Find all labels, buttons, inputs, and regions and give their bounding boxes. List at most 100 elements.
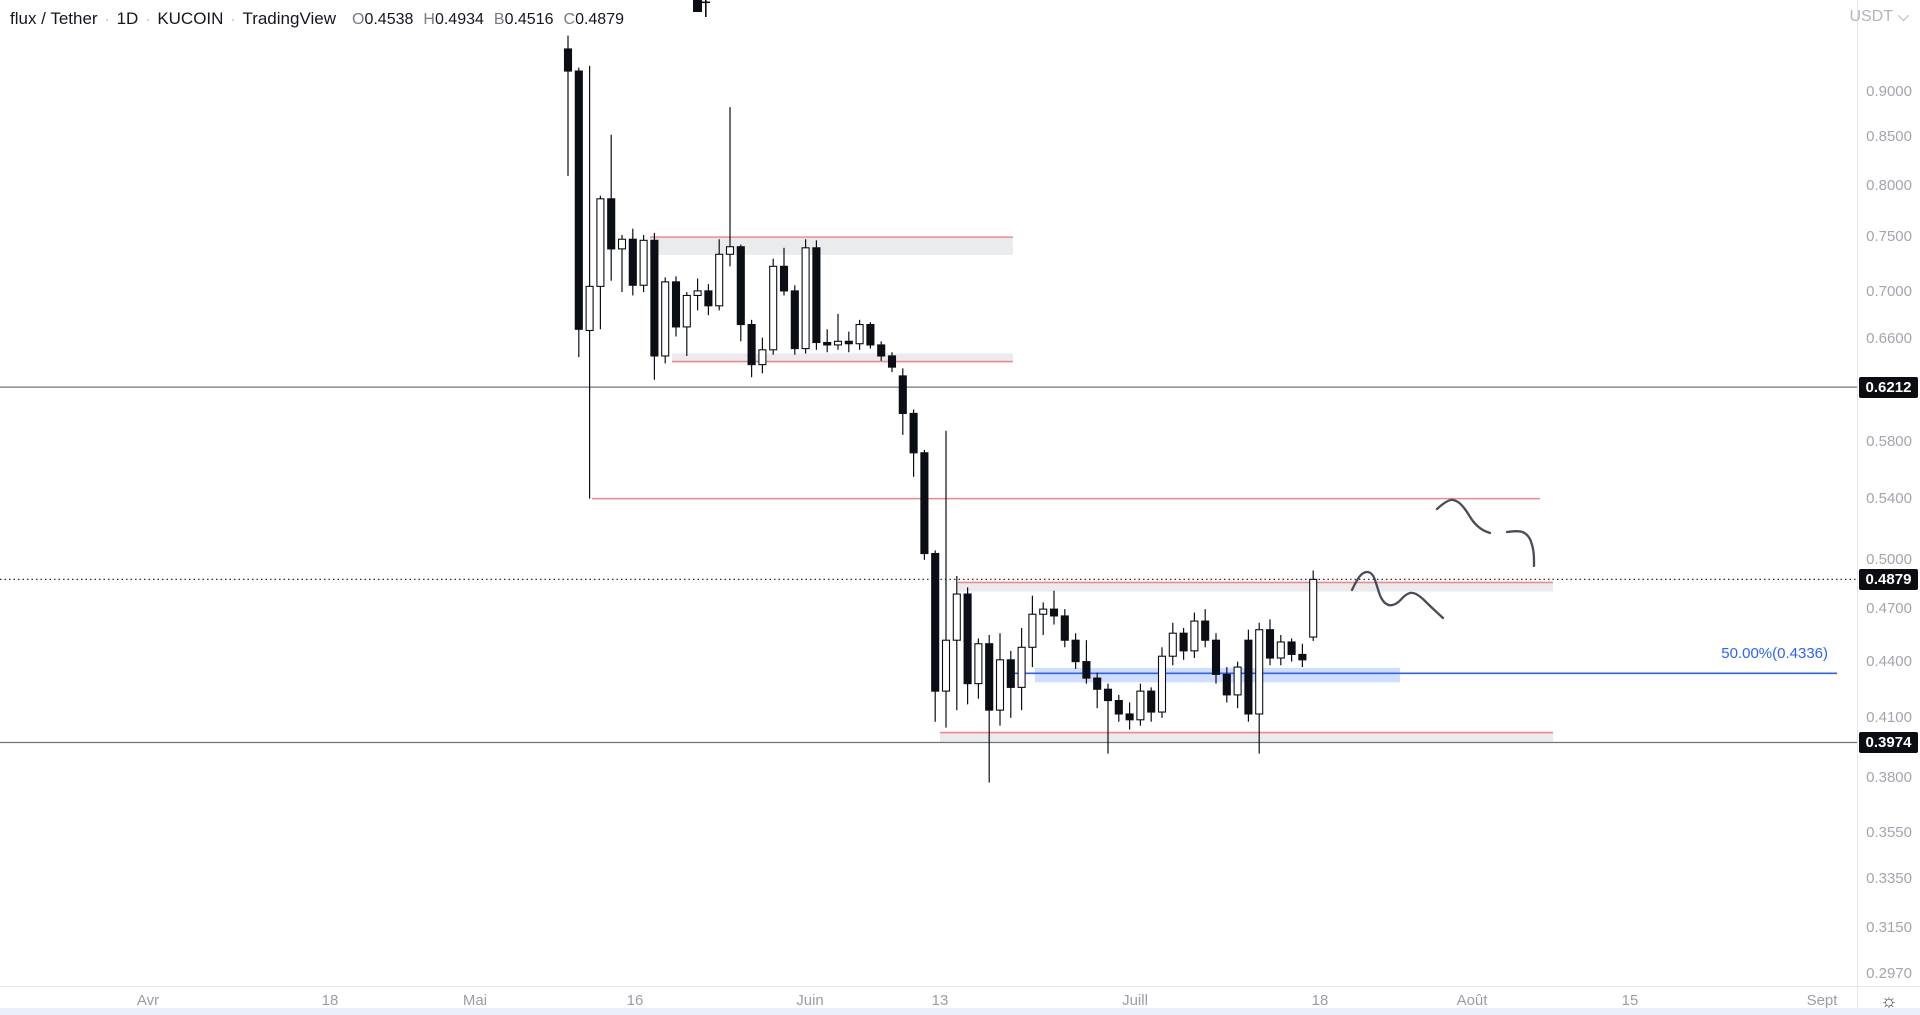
candle bbox=[628, 228, 637, 296]
ohlc-low: B0.4516 bbox=[493, 11, 554, 28]
candle-body-down bbox=[1060, 615, 1069, 641]
candle bbox=[963, 587, 972, 705]
candle bbox=[1168, 622, 1177, 666]
candle bbox=[1082, 640, 1091, 684]
candle-body-down bbox=[747, 323, 756, 366]
price-axis-label: 0.3800 bbox=[1866, 769, 1912, 787]
candle-body-up bbox=[1233, 666, 1242, 696]
candle bbox=[1049, 590, 1059, 625]
time-axis-label: 13 bbox=[931, 992, 949, 1009]
price-axis[interactable]: 0.9000 0.8500 0.8000 0.7500 0.7000 0.6600 0.58… bbox=[1857, 0, 1920, 986]
time-axis-label: 16 bbox=[626, 992, 644, 1009]
candle bbox=[866, 322, 875, 349]
price-axis-label: 0.7500 bbox=[1866, 228, 1912, 246]
price-axis-label: 0.5400 bbox=[1866, 489, 1912, 507]
candle-body-down bbox=[1082, 661, 1091, 679]
candle bbox=[725, 107, 735, 267]
candle bbox=[823, 329, 832, 353]
price-axis-label: 0.8000 bbox=[1866, 176, 1912, 194]
theme-sun-icon[interactable]: ☼ bbox=[1880, 990, 1898, 1012]
candle bbox=[1114, 694, 1123, 722]
bottom-edge-strip bbox=[0, 1008, 1920, 1015]
candle-body-up bbox=[974, 643, 983, 685]
candle-body-down bbox=[1298, 653, 1307, 661]
candle bbox=[639, 235, 648, 293]
candle bbox=[887, 352, 897, 373]
price-axis-label: 0.3550 bbox=[1866, 823, 1912, 841]
candle bbox=[671, 276, 681, 337]
candle-body-down bbox=[1287, 641, 1296, 655]
candle-body-down bbox=[736, 246, 745, 326]
resistance-zone-0.4879[interactable] bbox=[958, 582, 1553, 592]
candle-body-down bbox=[1093, 677, 1102, 690]
candle bbox=[769, 258, 778, 355]
candle-body-up bbox=[1039, 608, 1048, 615]
candle bbox=[1028, 595, 1037, 668]
hand-drawing-wave-upper[interactable] bbox=[1435, 498, 1492, 535]
fib-50-label[interactable]: 50.00%(0.4336) bbox=[1721, 645, 1828, 662]
time-axis-label: Juill bbox=[1122, 992, 1148, 1009]
time-axis-label: Avr bbox=[136, 992, 160, 1009]
candle bbox=[1147, 687, 1156, 722]
candle bbox=[898, 368, 907, 435]
candle-body-down bbox=[1103, 688, 1113, 702]
candle bbox=[1179, 627, 1188, 660]
candle bbox=[704, 284, 713, 316]
candle bbox=[1211, 633, 1221, 684]
hand-drawing-wave-over-zone[interactable] bbox=[1350, 570, 1445, 620]
price-axis-label: 0.3350 bbox=[1866, 869, 1912, 887]
candle bbox=[1265, 619, 1275, 666]
candle bbox=[585, 65, 594, 499]
platform-name[interactable]: TradingView bbox=[242, 9, 336, 28]
candle-body-up bbox=[952, 593, 961, 641]
candle bbox=[909, 409, 918, 477]
chart-canvas[interactable] bbox=[0, 0, 1857, 986]
candle-body-up bbox=[855, 323, 864, 345]
candle-body-down bbox=[704, 290, 713, 307]
supply-zone-0.75[interactable] bbox=[650, 237, 1013, 255]
separator-dot: · bbox=[145, 11, 151, 28]
currency-switch[interactable]: USDT bbox=[1849, 8, 1910, 26]
candle-body-down bbox=[812, 247, 821, 344]
interval-button[interactable]: 1D bbox=[116, 9, 139, 28]
candle bbox=[1287, 638, 1296, 662]
time-axis-label: 15 bbox=[1621, 992, 1639, 1009]
candle bbox=[715, 239, 724, 311]
candle-body-up bbox=[585, 285, 594, 332]
clipped-candle-mark bbox=[693, 0, 710, 17]
support-zone-0.3974[interactable] bbox=[940, 732, 1553, 743]
exchange-name[interactable]: KUCOIN bbox=[157, 9, 224, 28]
candle bbox=[1276, 634, 1285, 666]
candle bbox=[693, 278, 702, 311]
candle-body-down bbox=[823, 341, 832, 346]
candle-body-down bbox=[985, 643, 994, 711]
candle-body-up bbox=[1309, 578, 1318, 638]
candle-body-down bbox=[650, 239, 659, 357]
candle-body-down bbox=[963, 593, 972, 685]
time-axis-label: 18 bbox=[321, 992, 339, 1009]
fib-band[interactable] bbox=[1035, 667, 1400, 683]
price-axis-label: 0.3150 bbox=[1866, 918, 1912, 936]
candle bbox=[1006, 650, 1015, 718]
candle-body-down bbox=[866, 323, 875, 346]
candle bbox=[1309, 570, 1318, 641]
symbol-name[interactable]: flux / Tether bbox=[10, 9, 98, 28]
price-axis-label: 0.5800 bbox=[1866, 432, 1912, 450]
candle bbox=[1125, 702, 1134, 730]
candle bbox=[790, 285, 799, 355]
candle-body-up bbox=[693, 290, 702, 297]
separator-dot: · bbox=[230, 11, 236, 28]
candle bbox=[1039, 602, 1048, 635]
candle-body-down bbox=[1211, 639, 1221, 675]
candle bbox=[1157, 647, 1167, 718]
candle bbox=[877, 341, 886, 361]
symbol-header: flux / Tether · 1D · KUCOIN · TradingVie… bbox=[10, 9, 624, 29]
candle-body-down bbox=[1071, 639, 1080, 663]
price-axis-label: 0.6600 bbox=[1866, 329, 1912, 347]
ohlc-close: C0.4879 bbox=[563, 11, 625, 28]
candle bbox=[758, 337, 767, 374]
supply-zone-0.648[interactable] bbox=[672, 353, 1013, 362]
price-axis-label: 0.8500 bbox=[1866, 128, 1912, 146]
hand-drawing-hook-right[interactable] bbox=[1505, 530, 1536, 568]
